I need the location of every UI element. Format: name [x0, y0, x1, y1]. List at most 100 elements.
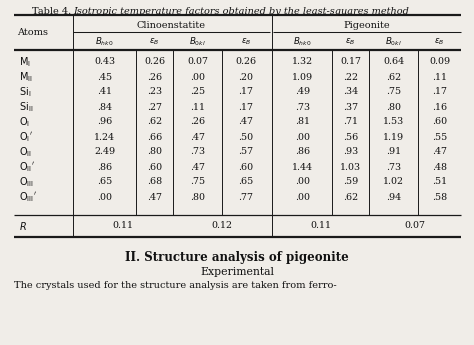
Text: $R$: $R$: [19, 220, 27, 232]
Text: 0.17: 0.17: [340, 58, 361, 67]
Text: .47: .47: [432, 148, 447, 157]
Text: .91: .91: [386, 148, 401, 157]
Text: .66: .66: [147, 132, 162, 141]
Text: 1.32: 1.32: [292, 58, 313, 67]
Text: .58: .58: [432, 193, 447, 201]
Text: Atoms: Atoms: [17, 28, 48, 37]
Text: .20: .20: [238, 72, 254, 81]
Text: 0.11: 0.11: [112, 221, 134, 230]
Text: 1.44: 1.44: [292, 162, 313, 171]
Text: 0.07: 0.07: [404, 221, 426, 230]
Text: 0.11: 0.11: [310, 221, 331, 230]
Text: Experimental: Experimental: [200, 267, 274, 277]
Text: Clinoenstatite: Clinoenstatite: [137, 21, 206, 30]
Text: .47: .47: [147, 193, 162, 201]
Text: $\mathregular{O}_{\mathregular{III}}$: $\mathregular{O}_{\mathregular{III}}$: [19, 175, 34, 189]
Text: .73: .73: [295, 102, 310, 111]
Text: 1.09: 1.09: [292, 72, 313, 81]
Text: .60: .60: [432, 118, 447, 127]
Text: $B_{hk0}$: $B_{hk0}$: [95, 36, 114, 48]
Text: .55: .55: [432, 132, 447, 141]
Text: $\mathregular{O}_{\mathregular{II}}$: $\mathregular{O}_{\mathregular{II}}$: [19, 145, 32, 159]
Text: .57: .57: [238, 148, 254, 157]
Text: 1.19: 1.19: [383, 132, 404, 141]
Text: II. Structure analysis of pigeonite: II. Structure analysis of pigeonite: [125, 252, 349, 265]
Text: $\mathregular{O}_{\mathregular{I}}$$'$: $\mathregular{O}_{\mathregular{I}}$$'$: [19, 130, 33, 144]
Text: 1.53: 1.53: [383, 118, 404, 127]
Text: .80: .80: [190, 193, 205, 201]
Text: $\varepsilon_B$: $\varepsilon_B$: [241, 37, 251, 47]
Text: $\varepsilon_B$: $\varepsilon_B$: [149, 37, 160, 47]
Text: .25: .25: [190, 88, 205, 97]
Text: .73: .73: [386, 162, 401, 171]
Text: 0.09: 0.09: [429, 58, 450, 67]
Text: .00: .00: [295, 193, 310, 201]
Text: The crystals used for the structure analysis are taken from ferro-: The crystals used for the structure anal…: [14, 280, 337, 289]
Text: $\mathregular{M}_{\mathregular{II}}$: $\mathregular{M}_{\mathregular{II}}$: [19, 70, 33, 84]
Text: .60: .60: [238, 162, 254, 171]
Text: 0.12: 0.12: [211, 221, 232, 230]
Text: .37: .37: [343, 102, 358, 111]
Text: .81: .81: [295, 118, 310, 127]
Text: .84: .84: [97, 102, 112, 111]
Text: .11: .11: [432, 72, 447, 81]
Text: .22: .22: [343, 72, 358, 81]
Text: .77: .77: [238, 193, 254, 201]
Text: $\mathregular{M}_{\mathregular{I}}$: $\mathregular{M}_{\mathregular{I}}$: [19, 55, 31, 69]
Text: .49: .49: [295, 88, 310, 97]
Text: 0.43: 0.43: [94, 58, 115, 67]
Text: .86: .86: [295, 148, 310, 157]
Text: Isotropic temperature factors obtained by the least-squares method: Isotropic temperature factors obtained b…: [73, 7, 409, 16]
Text: .75: .75: [386, 88, 401, 97]
Text: 0.26: 0.26: [236, 58, 256, 67]
Text: .86: .86: [97, 162, 112, 171]
Text: .17: .17: [238, 102, 254, 111]
Text: $\mathregular{O}_{\mathregular{II}}$$'$: $\mathregular{O}_{\mathregular{II}}$$'$: [19, 160, 35, 174]
Text: .47: .47: [190, 132, 205, 141]
Text: $\mathregular{O}_{\mathregular{III}}$$'$: $\mathregular{O}_{\mathregular{III}}$$'$: [19, 190, 37, 204]
Text: .59: .59: [343, 177, 358, 187]
Text: $B_{0kl}$: $B_{0kl}$: [385, 36, 402, 48]
Text: .34: .34: [343, 88, 358, 97]
Text: .62: .62: [386, 72, 401, 81]
Text: .65: .65: [97, 177, 112, 187]
Text: 0.07: 0.07: [187, 58, 208, 67]
Text: .17: .17: [432, 88, 447, 97]
Text: .23: .23: [147, 88, 162, 97]
Text: .00: .00: [97, 193, 112, 201]
Text: .75: .75: [190, 177, 205, 187]
Text: .93: .93: [343, 148, 358, 157]
Text: .48: .48: [432, 162, 447, 171]
Text: .68: .68: [147, 177, 162, 187]
Text: Table 4.: Table 4.: [32, 7, 71, 16]
Text: .45: .45: [97, 72, 112, 81]
Text: .73: .73: [190, 148, 205, 157]
Text: $\varepsilon_B$: $\varepsilon_B$: [345, 37, 356, 47]
Text: .71: .71: [343, 118, 358, 127]
Text: .56: .56: [343, 132, 358, 141]
Text: .27: .27: [147, 102, 162, 111]
Text: .94: .94: [386, 193, 401, 201]
Text: .17: .17: [238, 88, 254, 97]
Text: 0.64: 0.64: [383, 58, 404, 67]
Text: $\mathregular{O}_{\mathregular{I}}$: $\mathregular{O}_{\mathregular{I}}$: [19, 115, 30, 129]
Text: $\varepsilon_B$: $\varepsilon_B$: [434, 37, 445, 47]
Text: .41: .41: [97, 88, 112, 97]
Text: .96: .96: [97, 118, 112, 127]
Text: .60: .60: [147, 162, 162, 171]
Text: .50: .50: [238, 132, 254, 141]
Text: .11: .11: [190, 102, 205, 111]
Text: 1.02: 1.02: [383, 177, 404, 187]
Text: $B_{hk0}$: $B_{hk0}$: [293, 36, 312, 48]
Text: .00: .00: [295, 132, 310, 141]
Text: .47: .47: [238, 118, 254, 127]
Text: Pigeonite: Pigeonite: [344, 21, 390, 30]
Text: .16: .16: [432, 102, 447, 111]
Text: .65: .65: [238, 177, 254, 187]
Text: $B_{0kl}$: $B_{0kl}$: [189, 36, 206, 48]
Text: 1.24: 1.24: [94, 132, 115, 141]
Text: .51: .51: [432, 177, 447, 187]
Text: .80: .80: [386, 102, 401, 111]
Text: .47: .47: [190, 162, 205, 171]
Text: 1.03: 1.03: [340, 162, 361, 171]
